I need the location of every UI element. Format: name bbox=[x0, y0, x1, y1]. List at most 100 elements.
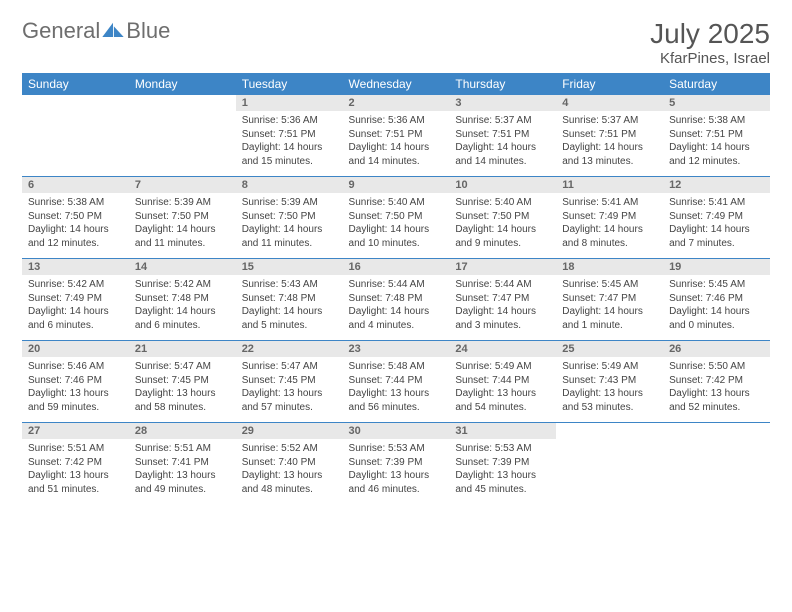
sunrise-text: Sunrise: 5:53 AM bbox=[349, 442, 444, 456]
daylight-text: Daylight: 14 hours and 15 minutes. bbox=[242, 141, 337, 168]
sunset-text: Sunset: 7:50 PM bbox=[28, 210, 123, 224]
sunrise-text: Sunrise: 5:45 AM bbox=[669, 278, 764, 292]
sunrise-text: Sunrise: 5:48 AM bbox=[349, 360, 444, 374]
day-number: 11 bbox=[556, 177, 663, 193]
sunset-text: Sunset: 7:45 PM bbox=[135, 374, 230, 388]
daylight-text: Daylight: 13 hours and 49 minutes. bbox=[135, 469, 230, 496]
calendar-day-cell: 10Sunrise: 5:40 AMSunset: 7:50 PMDayligh… bbox=[449, 177, 556, 259]
weekday-row: SundayMondayTuesdayWednesdayThursdayFrid… bbox=[22, 73, 770, 95]
calendar-day-cell: 22Sunrise: 5:47 AMSunset: 7:45 PMDayligh… bbox=[236, 341, 343, 423]
day-details: Sunrise: 5:52 AMSunset: 7:40 PMDaylight:… bbox=[236, 439, 343, 504]
day-details: Sunrise: 5:45 AMSunset: 7:46 PMDaylight:… bbox=[663, 275, 770, 340]
day-number: 17 bbox=[449, 259, 556, 275]
day-number: 21 bbox=[129, 341, 236, 357]
sunset-text: Sunset: 7:39 PM bbox=[349, 456, 444, 470]
calendar-day-cell: .. bbox=[556, 423, 663, 505]
calendar-day-cell: 18Sunrise: 5:45 AMSunset: 7:47 PMDayligh… bbox=[556, 259, 663, 341]
day-number: 7 bbox=[129, 177, 236, 193]
day-details: Sunrise: 5:49 AMSunset: 7:43 PMDaylight:… bbox=[556, 357, 663, 422]
brand-sail-icon bbox=[102, 21, 124, 42]
sunrise-text: Sunrise: 5:49 AM bbox=[455, 360, 550, 374]
calendar-day-cell: 12Sunrise: 5:41 AMSunset: 7:49 PMDayligh… bbox=[663, 177, 770, 259]
sunset-text: Sunset: 7:44 PM bbox=[455, 374, 550, 388]
weekday-header: Thursday bbox=[449, 73, 556, 95]
calendar-day-cell: 9Sunrise: 5:40 AMSunset: 7:50 PMDaylight… bbox=[343, 177, 450, 259]
calendar-week-row: 6Sunrise: 5:38 AMSunset: 7:50 PMDaylight… bbox=[22, 177, 770, 259]
day-details: Sunrise: 5:50 AMSunset: 7:42 PMDaylight:… bbox=[663, 357, 770, 422]
brand-logo: General Blue bbox=[22, 18, 170, 44]
day-details: Sunrise: 5:41 AMSunset: 7:49 PMDaylight:… bbox=[663, 193, 770, 258]
calendar-day-cell: 7Sunrise: 5:39 AMSunset: 7:50 PMDaylight… bbox=[129, 177, 236, 259]
sunset-text: Sunset: 7:39 PM bbox=[455, 456, 550, 470]
weekday-header: Saturday bbox=[663, 73, 770, 95]
sunset-text: Sunset: 7:42 PM bbox=[28, 456, 123, 470]
day-number: 1 bbox=[236, 95, 343, 111]
day-number: 12 bbox=[663, 177, 770, 193]
sunset-text: Sunset: 7:46 PM bbox=[28, 374, 123, 388]
day-details: Sunrise: 5:45 AMSunset: 7:47 PMDaylight:… bbox=[556, 275, 663, 340]
daylight-text: Daylight: 13 hours and 46 minutes. bbox=[349, 469, 444, 496]
daylight-text: Daylight: 14 hours and 4 minutes. bbox=[349, 305, 444, 332]
sunset-text: Sunset: 7:50 PM bbox=[455, 210, 550, 224]
sunset-text: Sunset: 7:50 PM bbox=[349, 210, 444, 224]
calendar-day-cell: 6Sunrise: 5:38 AMSunset: 7:50 PMDaylight… bbox=[22, 177, 129, 259]
day-details: Sunrise: 5:46 AMSunset: 7:46 PMDaylight:… bbox=[22, 357, 129, 422]
daylight-text: Daylight: 14 hours and 12 minutes. bbox=[669, 141, 764, 168]
sunrise-text: Sunrise: 5:53 AM bbox=[455, 442, 550, 456]
daylight-text: Daylight: 14 hours and 10 minutes. bbox=[349, 223, 444, 250]
sunrise-text: Sunrise: 5:46 AM bbox=[28, 360, 123, 374]
sunset-text: Sunset: 7:50 PM bbox=[242, 210, 337, 224]
sunset-text: Sunset: 7:48 PM bbox=[242, 292, 337, 306]
calendar-week-row: 13Sunrise: 5:42 AMSunset: 7:49 PMDayligh… bbox=[22, 259, 770, 341]
day-details: Sunrise: 5:37 AMSunset: 7:51 PMDaylight:… bbox=[449, 111, 556, 176]
calendar-day-cell: 30Sunrise: 5:53 AMSunset: 7:39 PMDayligh… bbox=[343, 423, 450, 505]
calendar-day-cell: 1Sunrise: 5:36 AMSunset: 7:51 PMDaylight… bbox=[236, 95, 343, 177]
day-details: Sunrise: 5:47 AMSunset: 7:45 PMDaylight:… bbox=[129, 357, 236, 422]
day-details: Sunrise: 5:37 AMSunset: 7:51 PMDaylight:… bbox=[556, 111, 663, 176]
day-number: 24 bbox=[449, 341, 556, 357]
day-details: Sunrise: 5:40 AMSunset: 7:50 PMDaylight:… bbox=[449, 193, 556, 258]
day-number: 9 bbox=[343, 177, 450, 193]
daylight-text: Daylight: 13 hours and 56 minutes. bbox=[349, 387, 444, 414]
day-details: Sunrise: 5:48 AMSunset: 7:44 PMDaylight:… bbox=[343, 357, 450, 422]
sunset-text: Sunset: 7:51 PM bbox=[455, 128, 550, 142]
calendar-page: General Blue July 2025 KfarPines, Israel… bbox=[0, 0, 792, 504]
sunrise-text: Sunrise: 5:42 AM bbox=[135, 278, 230, 292]
sunrise-text: Sunrise: 5:38 AM bbox=[669, 114, 764, 128]
day-number: 14 bbox=[129, 259, 236, 275]
sunrise-text: Sunrise: 5:38 AM bbox=[28, 196, 123, 210]
daylight-text: Daylight: 14 hours and 14 minutes. bbox=[349, 141, 444, 168]
day-details: Sunrise: 5:36 AMSunset: 7:51 PMDaylight:… bbox=[236, 111, 343, 176]
day-number: 19 bbox=[663, 259, 770, 275]
calendar-day-cell: .. bbox=[663, 423, 770, 505]
day-details: Sunrise: 5:44 AMSunset: 7:48 PMDaylight:… bbox=[343, 275, 450, 340]
calendar-week-row: ....1Sunrise: 5:36 AMSunset: 7:51 PMDayl… bbox=[22, 95, 770, 177]
weekday-header: Tuesday bbox=[236, 73, 343, 95]
sunset-text: Sunset: 7:51 PM bbox=[562, 128, 657, 142]
daylight-text: Daylight: 14 hours and 3 minutes. bbox=[455, 305, 550, 332]
day-number: 8 bbox=[236, 177, 343, 193]
sunrise-text: Sunrise: 5:36 AM bbox=[349, 114, 444, 128]
sunrise-text: Sunrise: 5:40 AM bbox=[455, 196, 550, 210]
day-details: Sunrise: 5:38 AMSunset: 7:51 PMDaylight:… bbox=[663, 111, 770, 176]
sunset-text: Sunset: 7:51 PM bbox=[242, 128, 337, 142]
calendar-day-cell: .. bbox=[129, 95, 236, 177]
daylight-text: Daylight: 13 hours and 54 minutes. bbox=[455, 387, 550, 414]
calendar-day-cell: 13Sunrise: 5:42 AMSunset: 7:49 PMDayligh… bbox=[22, 259, 129, 341]
sunrise-text: Sunrise: 5:47 AM bbox=[242, 360, 337, 374]
weekday-header: Wednesday bbox=[343, 73, 450, 95]
calendar-day-cell: 27Sunrise: 5:51 AMSunset: 7:42 PMDayligh… bbox=[22, 423, 129, 505]
day-number: 16 bbox=[343, 259, 450, 275]
sunset-text: Sunset: 7:49 PM bbox=[28, 292, 123, 306]
day-details: Sunrise: 5:39 AMSunset: 7:50 PMDaylight:… bbox=[236, 193, 343, 258]
sunset-text: Sunset: 7:49 PM bbox=[669, 210, 764, 224]
calendar-day-cell: 21Sunrise: 5:47 AMSunset: 7:45 PMDayligh… bbox=[129, 341, 236, 423]
sunset-text: Sunset: 7:46 PM bbox=[669, 292, 764, 306]
day-number: 6 bbox=[22, 177, 129, 193]
sunset-text: Sunset: 7:43 PM bbox=[562, 374, 657, 388]
calendar-day-cell: 5Sunrise: 5:38 AMSunset: 7:51 PMDaylight… bbox=[663, 95, 770, 177]
sunset-text: Sunset: 7:47 PM bbox=[562, 292, 657, 306]
calendar-head: SundayMondayTuesdayWednesdayThursdayFrid… bbox=[22, 73, 770, 95]
sunset-text: Sunset: 7:41 PM bbox=[135, 456, 230, 470]
weekday-header: Monday bbox=[129, 73, 236, 95]
